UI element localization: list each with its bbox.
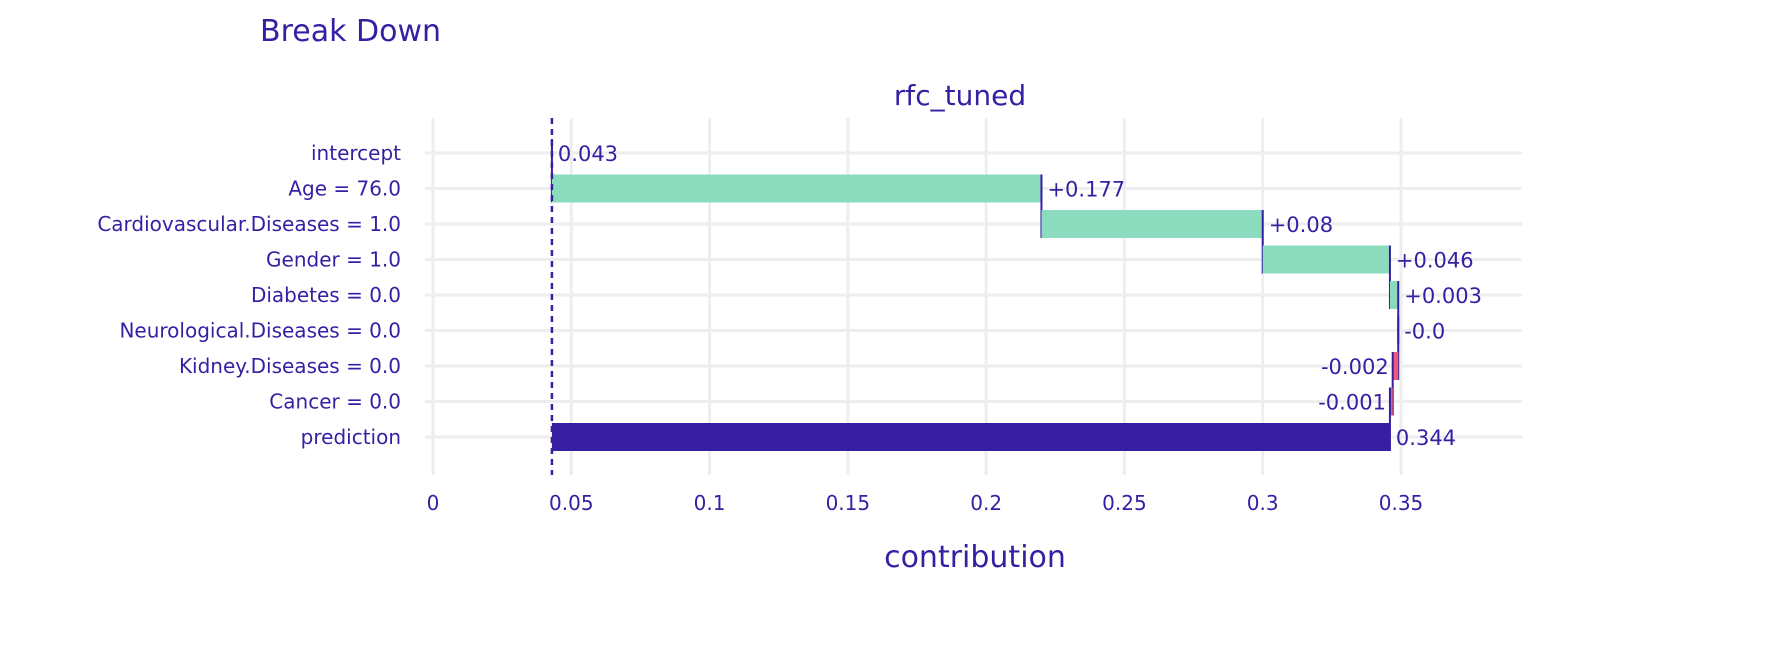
y-tick-label: Kidney.Diseases = 0.0 bbox=[179, 354, 401, 378]
bar bbox=[1262, 245, 1390, 274]
x-tick-label: 0.25 bbox=[1102, 491, 1147, 515]
y-tick-label: prediction bbox=[301, 425, 401, 449]
bar bbox=[1041, 210, 1263, 238]
y-tick-label: Cancer = 0.0 bbox=[269, 390, 401, 414]
data-label: +0.177 bbox=[1047, 178, 1125, 202]
y-tick-label: Gender = 1.0 bbox=[266, 248, 401, 272]
data-label: +0.003 bbox=[1404, 284, 1482, 308]
x-tick-label: 0 bbox=[427, 491, 440, 515]
labels: intercept Age = 76.0 Cardiovascular.Diseas… bbox=[97, 141, 1482, 450]
data-label: +0.08 bbox=[1269, 213, 1333, 237]
bar bbox=[551, 174, 1042, 203]
x-tick-label: 0.35 bbox=[1379, 491, 1424, 515]
x-tick-label: 0.1 bbox=[694, 491, 726, 515]
y-tick-label: intercept bbox=[311, 141, 401, 165]
bar bbox=[1392, 352, 1399, 380]
bar bbox=[1389, 281, 1399, 309]
x-tick-label: 0.3 bbox=[1247, 491, 1279, 515]
bars bbox=[550, 118, 1400, 475]
data-label: 0.043 bbox=[558, 142, 618, 166]
data-label: 0.344 bbox=[1396, 426, 1456, 450]
data-label: -0.0 bbox=[1404, 320, 1445, 344]
x-tick-label: 0.2 bbox=[970, 491, 1002, 515]
x-tick-label: 0.05 bbox=[549, 491, 594, 515]
data-label: +0.046 bbox=[1396, 249, 1474, 273]
data-label: -0.002 bbox=[1321, 355, 1389, 379]
chart-title: Break Down bbox=[260, 14, 441, 49]
data-label: -0.001 bbox=[1318, 391, 1386, 415]
bar bbox=[1389, 387, 1393, 416]
y-tick-label: Cardiovascular.Diseases = 1.0 bbox=[97, 212, 401, 236]
y-tick-label: Age = 76.0 bbox=[288, 177, 401, 201]
y-tick-label: Diabetes = 0.0 bbox=[251, 283, 401, 307]
y-tick-label: Neurological.Diseases = 0.0 bbox=[119, 319, 401, 343]
x-axis-label: contribution bbox=[884, 540, 1066, 575]
x-tick-label: 0.15 bbox=[826, 491, 871, 515]
chart-subtitle: rfc_tuned bbox=[894, 79, 1026, 112]
bar bbox=[551, 423, 1390, 451]
